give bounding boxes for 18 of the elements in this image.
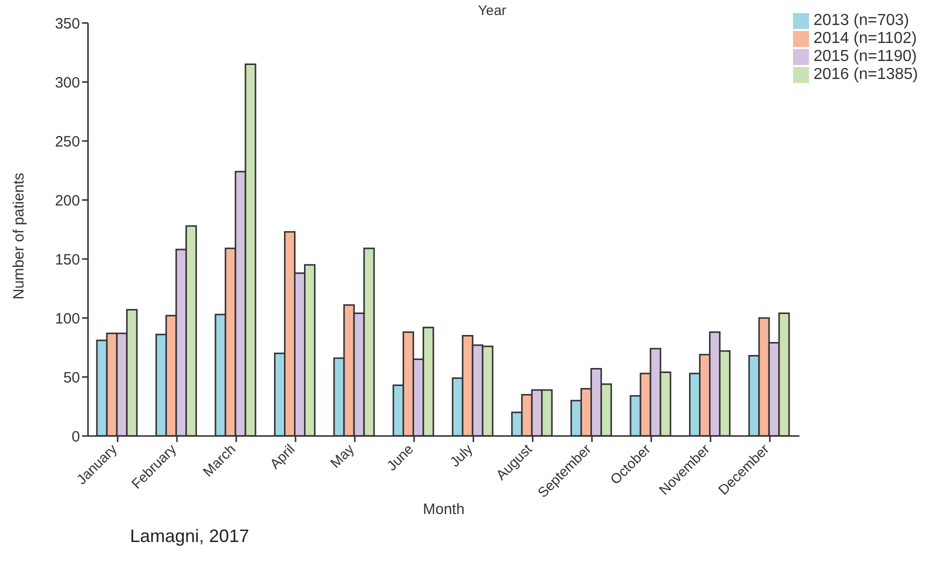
x-tick-label: July: [446, 440, 476, 470]
y-tick-label: 350: [54, 15, 80, 32]
y-tick-label: 50: [63, 369, 80, 386]
x-tick-label: May: [326, 440, 357, 471]
legend-label: 2016 (n=1385): [813, 66, 918, 83]
legend-label: 2014 (n=1102): [813, 30, 917, 47]
y-tick-label: 150: [54, 251, 80, 268]
y-tick-label: 250: [54, 133, 80, 150]
legend-label: 2013 (n=703): [813, 12, 910, 29]
legend-title: Year: [478, 2, 506, 18]
y-tick-label: 200: [54, 192, 80, 210]
y-tick-label: 300: [54, 74, 80, 92]
text: Lamagni, 2017: [130, 526, 250, 547]
y-tick-label: 100: [54, 310, 80, 328]
y-axis-title: Number of patients: [10, 172, 28, 300]
legend-label: 2015 (n=1190): [813, 48, 917, 65]
x-axis-title: Month: [422, 501, 465, 518]
y-tick-label: 0: [72, 428, 80, 446]
